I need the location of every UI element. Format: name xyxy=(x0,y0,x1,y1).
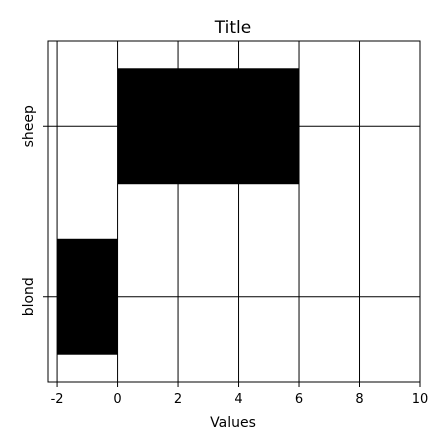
y-tick-label-sheep: sheep xyxy=(21,105,37,147)
x-tick-label: 2 xyxy=(174,392,182,407)
y-tick-label-blond: blond xyxy=(21,277,37,316)
x-tick-label: 10 xyxy=(412,392,429,407)
x-axis-label: Values xyxy=(210,415,256,431)
chart-title: Title xyxy=(214,18,251,38)
y-tick-labels: sheep blond xyxy=(21,105,37,316)
bars xyxy=(57,68,300,355)
x-tick-label: 8 xyxy=(355,392,363,407)
x-tick-label: 4 xyxy=(234,392,242,407)
x-tick-label: -2 xyxy=(51,392,64,407)
x-tick-label: 0 xyxy=(113,392,121,407)
bar-sheep xyxy=(117,68,300,185)
bar-blond xyxy=(57,238,118,355)
x-tick-labels: -2 0 2 4 6 8 10 xyxy=(51,392,429,407)
x-tick-label: 6 xyxy=(295,392,303,407)
